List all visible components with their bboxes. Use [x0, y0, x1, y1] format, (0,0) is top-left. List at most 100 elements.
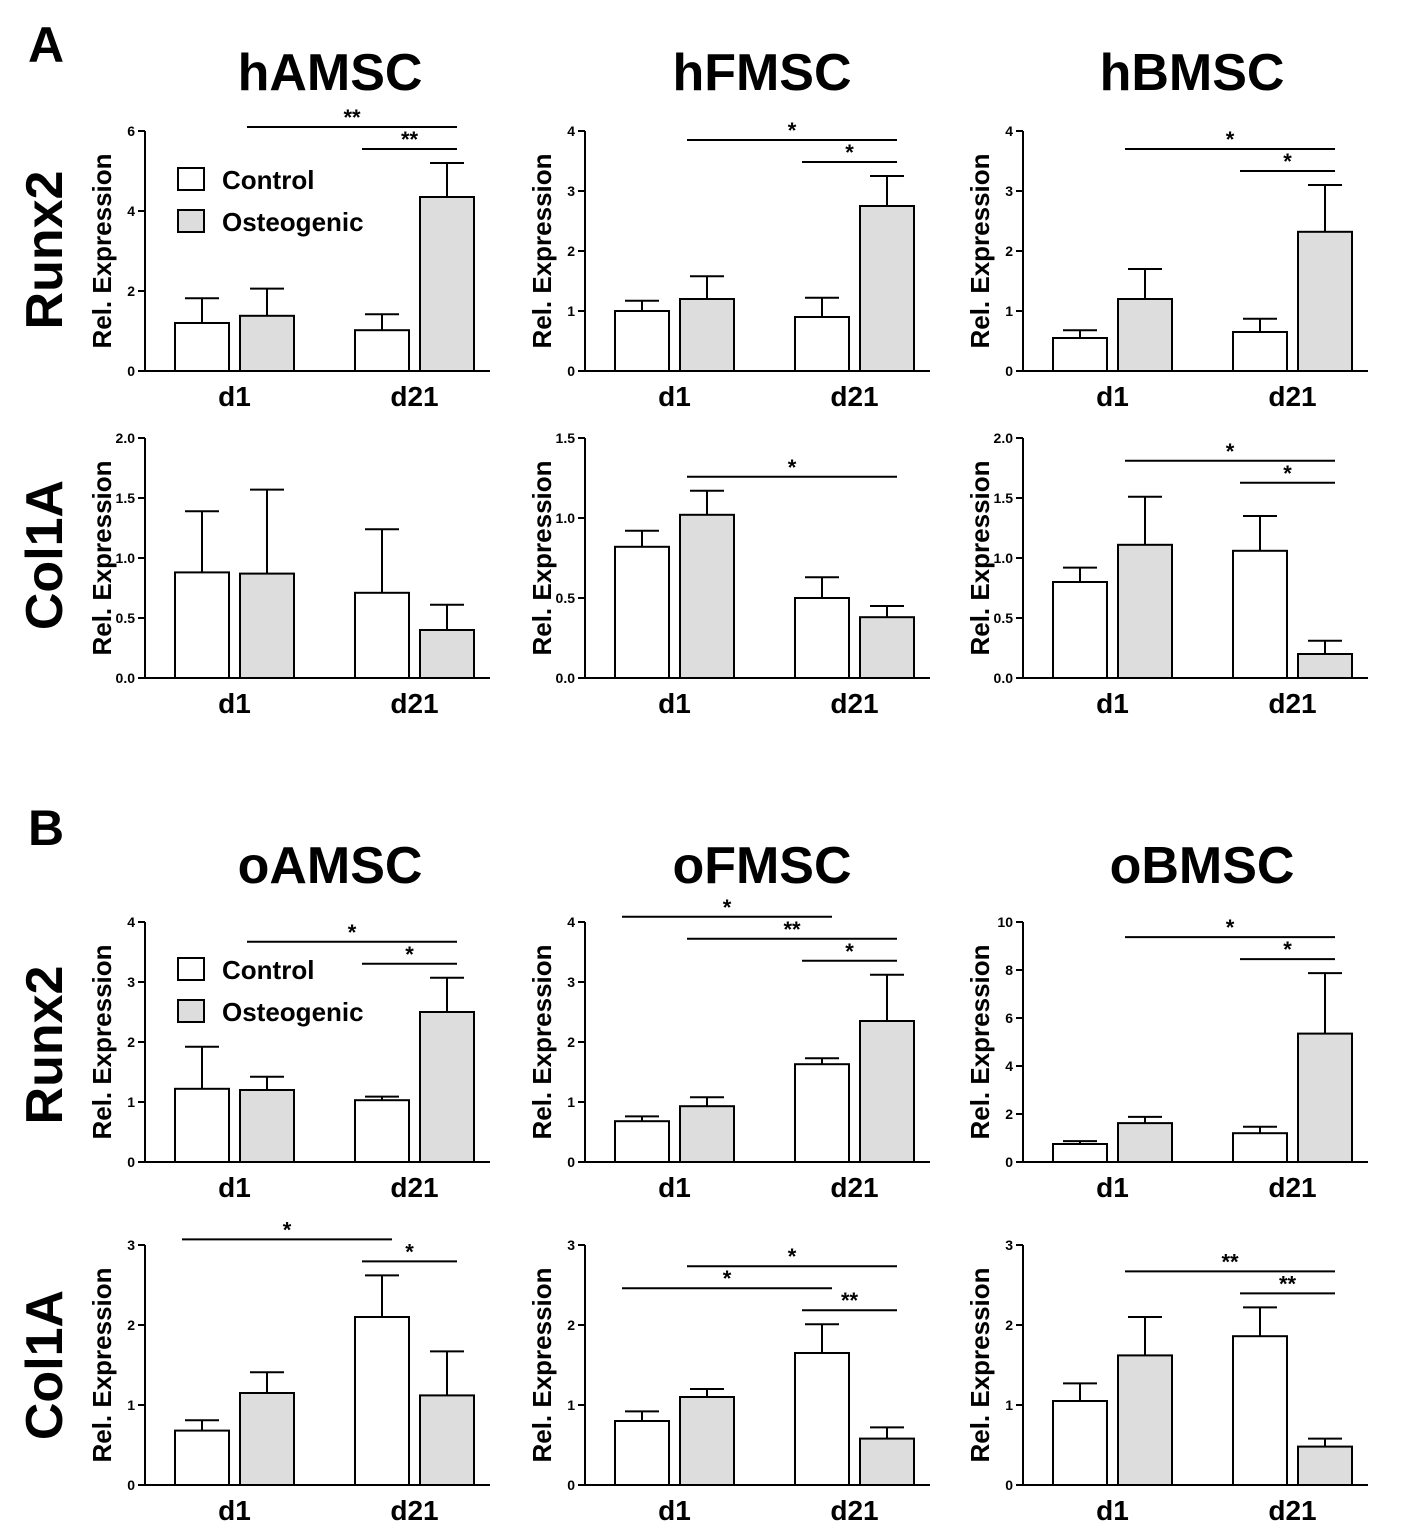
- x-category-label: d21: [390, 1495, 438, 1526]
- y-tick-label: 1: [567, 303, 575, 319]
- bar-d21-control: [794, 1352, 850, 1486]
- significance-label: *: [788, 118, 797, 143]
- y-tick-label: 4: [567, 914, 575, 930]
- title-hfmsc: hFMSC: [672, 44, 851, 102]
- bar-d1-control: [1052, 581, 1108, 679]
- y-tick-label: 3: [567, 1237, 575, 1253]
- legend-swatch-osteogenic: [177, 999, 205, 1023]
- y-tick-label: 6: [1005, 1010, 1013, 1026]
- x-category-label: d1: [1096, 688, 1129, 719]
- significance-label: *: [723, 1266, 732, 1291]
- x-category-label: d1: [218, 381, 251, 412]
- y-tick-label: 0.0: [556, 670, 576, 686]
- chart-obmsc-col1a: 0 1 2 3 Rel. Expression d1 d21 ** **: [965, 1237, 1368, 1526]
- bar-d21-control: [354, 329, 410, 373]
- bar-d1-control: [614, 545, 670, 679]
- y-axis-label: Rel. Expression: [87, 153, 117, 348]
- y-tick-label: 1.5: [556, 430, 576, 446]
- y-tick-label: 4: [127, 914, 135, 930]
- y-tick-label: 0: [567, 1477, 575, 1493]
- title-obmsc: oBMSC: [1110, 837, 1295, 895]
- bar-d21-osteogenic: [1297, 1445, 1353, 1486]
- bar-d1-control: [174, 322, 230, 372]
- title-ofmsc: oFMSC: [672, 837, 851, 895]
- x-category-label: d21: [830, 381, 878, 412]
- x-category-label: d21: [1268, 1172, 1316, 1203]
- legend-swatch-osteogenic: [177, 209, 205, 233]
- significance-label: *: [405, 1239, 414, 1264]
- y-tick-label: 0.5: [556, 590, 576, 606]
- chart-hbmsc-col1a: 0.0 0.5 1.0 1.5 2.0 Rel. Expression d1 d21 * *: [965, 430, 1368, 719]
- bar-d1-osteogenic: [679, 1105, 735, 1163]
- y-tick-label: 1.5: [994, 490, 1014, 506]
- bar-d1-control: [614, 1120, 670, 1163]
- legend-label-control: Control: [222, 165, 314, 195]
- y-tick-label: 2: [1005, 1106, 1013, 1122]
- x-category-label: d1: [1096, 1495, 1129, 1526]
- legend-label-control: Control: [222, 955, 314, 985]
- y-axis-label: Rel. Expression: [527, 460, 557, 655]
- chart-hamsc-runx2: 0 2 4 6 Rel. Expression d1 d21 ** **: [87, 105, 490, 412]
- chart-hbmsc-runx2: 0 1 2 3 4 Rel. Expression d1 d21 * *: [965, 123, 1368, 412]
- y-tick-label: 1: [567, 1094, 575, 1110]
- y-tick-label: 1: [127, 1094, 135, 1110]
- bar-d1-osteogenic: [679, 1396, 735, 1486]
- bar-d1-control: [174, 571, 230, 680]
- y-axis-label: Rel. Expression: [965, 944, 995, 1139]
- bar-d1-osteogenic: [239, 1089, 295, 1163]
- y-tick-label: 0: [1005, 1477, 1013, 1493]
- y-tick-label: 0: [127, 363, 135, 379]
- bar-d1-osteogenic: [679, 298, 735, 372]
- significance-label: *: [1283, 149, 1292, 174]
- bar-d1-control: [614, 1420, 670, 1486]
- y-tick-label: 4: [1005, 1058, 1013, 1074]
- chart-hfmsc-runx2: 0 1 2 3 4 Rel. Expression d1 d21 * *: [527, 118, 930, 412]
- y-axis-label: Rel. Expression: [965, 460, 995, 655]
- bar-d21-osteogenic: [419, 629, 475, 679]
- bar-d21-osteogenic: [419, 1011, 475, 1163]
- bar-d21-control: [794, 1063, 850, 1163]
- y-tick-label: 2.0: [994, 430, 1014, 446]
- bar-d21-control: [1232, 1132, 1288, 1163]
- bar-d1-osteogenic: [239, 314, 295, 372]
- significance-label: **: [1221, 1249, 1239, 1274]
- y-tick-label: 4: [1005, 123, 1013, 139]
- significance-label: *: [1283, 461, 1292, 486]
- y-tick-label: 2: [127, 1317, 135, 1333]
- y-tick-label: 3: [127, 1237, 135, 1253]
- x-category-label: d1: [1096, 381, 1129, 412]
- bar-d1-osteogenic: [1117, 1122, 1173, 1163]
- x-category-label: d21: [830, 1172, 878, 1203]
- bar-d1-control: [614, 310, 670, 372]
- y-tick-label: 0: [127, 1477, 135, 1493]
- chart-oamsc-runx2: 0 1 2 3 4 Rel. Expression d1 d21 * *: [87, 914, 490, 1203]
- significance-label: *: [845, 939, 854, 964]
- y-tick-label: 0.0: [116, 670, 136, 686]
- bar-d21-osteogenic: [859, 616, 915, 680]
- significance-label: *: [788, 455, 797, 480]
- significance-label: *: [405, 942, 414, 967]
- y-axis-label: Rel. Expression: [965, 153, 995, 348]
- y-axis-label: Rel. Expression: [87, 944, 117, 1139]
- bar-d21-control: [354, 1316, 410, 1486]
- row-label-runx2-b: Runx2: [16, 966, 74, 1125]
- x-category-label: d21: [1268, 688, 1316, 719]
- y-tick-label: 1: [1005, 303, 1013, 319]
- bar-d1-control: [1052, 1143, 1108, 1163]
- x-category-label: d1: [658, 1172, 691, 1203]
- x-category-label: d21: [390, 1172, 438, 1203]
- y-tick-label: 0: [1005, 1154, 1013, 1170]
- bar-d21-osteogenic: [419, 196, 475, 372]
- y-tick-label: 0: [567, 1154, 575, 1170]
- x-category-label: d1: [218, 1172, 251, 1203]
- bar-d21-osteogenic: [419, 1394, 475, 1487]
- y-tick-label: 1.5: [116, 490, 136, 506]
- significance-label: *: [1226, 915, 1235, 940]
- y-axis-label: Rel. Expression: [527, 1267, 557, 1462]
- chart-hfmsc-col1a: 0.0 0.5 1.0 1.5 Rel. Expression d1 d21 *: [527, 430, 930, 719]
